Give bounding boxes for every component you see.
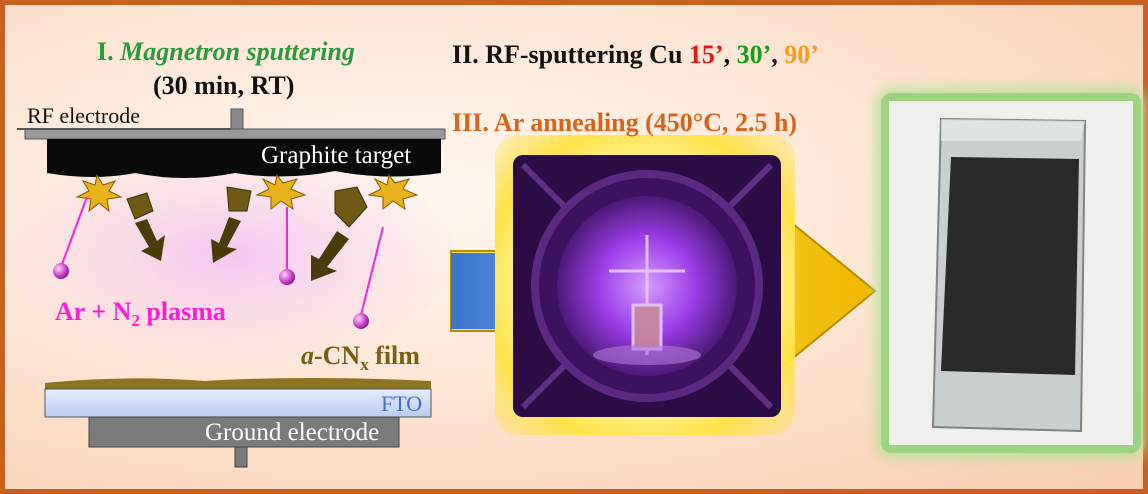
deposition-arrow-icon — [135, 217, 349, 281]
graphite-target — [47, 139, 441, 178]
graphite-target-label: Graphite target — [261, 142, 412, 169]
step1-conditions: (30 min, RT) — [153, 71, 295, 100]
ground-electrode-stem — [234, 446, 248, 468]
ground-electrode-label: Ground electrode — [205, 419, 380, 446]
plasma-glow — [5, 145, 455, 365]
sputtered-fragment-icon — [126, 186, 368, 228]
sputter-starburst-icon — [75, 173, 419, 213]
step3-title: III. Ar annealing (450°C, 2.5 h) — [452, 108, 798, 137]
rf-electrode-label: RF electrode — [27, 103, 141, 128]
film-label: a-CNx film — [301, 341, 420, 375]
annealing-chamber-photo — [513, 155, 781, 417]
ar-atom-icon — [53, 263, 369, 329]
step2-title: II. RF-sputtering Cu 15’, 30’, 90’ — [452, 40, 819, 69]
ar-ion-arrow-icon — [60, 196, 384, 316]
fto-substrate — [44, 388, 432, 418]
rf-electrode-plate — [24, 128, 446, 140]
fto-label: FTO — [381, 391, 423, 416]
cnx-film-layer — [45, 378, 431, 389]
plasma-label: Ar + N2 plasma — [55, 297, 226, 331]
sample-photo — [889, 101, 1133, 445]
step1-title: I. Magnetron sputtering — [97, 37, 355, 66]
rf-electrode-stem — [230, 108, 244, 130]
